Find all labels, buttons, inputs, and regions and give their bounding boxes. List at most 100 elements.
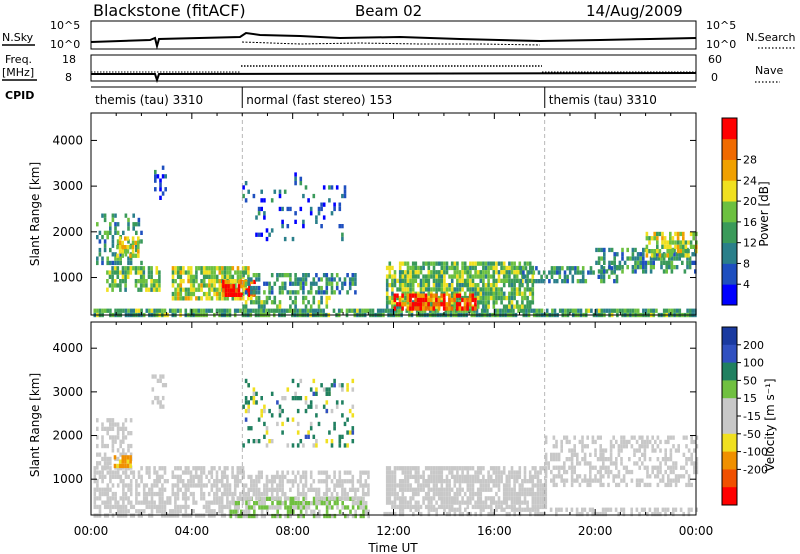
range-cell: [451, 507, 454, 512]
range-cell: [541, 504, 545, 510]
range-cell: [114, 256, 117, 261]
range-cell: [265, 443, 269, 448]
range-cell: [259, 308, 263, 313]
range-cell: [302, 193, 305, 199]
range-cell: [515, 491, 519, 497]
range-cell: [467, 308, 471, 313]
range-cell: [109, 418, 112, 423]
range-cell: [396, 302, 399, 307]
range-cell: [260, 470, 263, 475]
range-cell: [294, 295, 297, 301]
range-cell: [661, 231, 664, 237]
range-cell: [132, 513, 136, 518]
range-cell: [535, 308, 539, 313]
range-cell: [404, 283, 407, 288]
range-cell: [275, 308, 279, 313]
range-cell: [424, 274, 428, 279]
range-cell: [634, 269, 637, 274]
range-cell: [521, 487, 524, 492]
range-cell: [205, 504, 208, 510]
range-cell: [474, 511, 477, 517]
range-cell: [328, 496, 331, 501]
range-cell: [552, 474, 556, 479]
range-cell: [132, 222, 135, 227]
range-cell: [302, 505, 305, 510]
range-cell: [448, 306, 451, 311]
range-cell: [411, 287, 415, 292]
range-cell: [330, 492, 334, 497]
range-cell: [422, 306, 425, 311]
range-cell: [297, 501, 300, 506]
range-cell: [106, 230, 109, 235]
range-cell: [109, 479, 112, 484]
range-cell: [307, 273, 310, 278]
range-cell: [215, 491, 219, 497]
range-cell: [550, 457, 553, 462]
range-cell: [106, 270, 109, 275]
range-cell: [294, 172, 297, 177]
range-cell: [276, 487, 279, 492]
range-cell: [638, 435, 641, 440]
range-cell: [359, 501, 363, 506]
range-cell: [150, 483, 154, 488]
range-cell: [445, 491, 449, 497]
range-cell: [247, 266, 250, 271]
range-cell: [215, 287, 219, 292]
range-cell: [495, 291, 498, 296]
range-cell: [469, 274, 472, 279]
range-cell: [268, 496, 272, 501]
range-cell: [492, 270, 496, 275]
range-cell: [148, 308, 151, 313]
range-cell: [591, 478, 595, 483]
range-cell: [607, 469, 610, 475]
range-cell: [330, 185, 334, 190]
range-cell: [187, 279, 190, 284]
range-cell: [484, 287, 488, 292]
range-cell: [93, 474, 97, 479]
range-cell: [361, 470, 365, 475]
range-cell: [197, 479, 201, 484]
range-cell: [192, 279, 196, 284]
range-cell: [500, 507, 503, 512]
range-cell: [613, 260, 616, 265]
range-cell: [617, 452, 621, 457]
range-cell: [661, 240, 664, 245]
range-cell: [510, 270, 514, 275]
range-cell: [171, 274, 175, 279]
range-cell: [320, 224, 323, 229]
range-cell: [265, 426, 269, 431]
range-cell: [532, 279, 536, 284]
range-cell: [233, 479, 237, 484]
range-cell: [304, 496, 308, 501]
range-cell: [96, 513, 99, 518]
range-cell: [139, 266, 143, 271]
range-cell: [602, 461, 605, 466]
range-cell: [129, 452, 133, 457]
range-cell: [401, 500, 405, 505]
range-cell: [668, 256, 671, 261]
range-cell: [398, 261, 402, 266]
frequency-panel: Freq. [MHz] 18 8 60 0 Nave: [2, 53, 783, 84]
range-cell: [561, 266, 564, 271]
range-cell: [356, 487, 360, 492]
range-cell: [674, 465, 678, 470]
range-cell: [231, 491, 234, 497]
range-cell: [432, 483, 436, 488]
range-cell: [333, 496, 336, 501]
range-cell: [181, 483, 185, 488]
range-cell: [453, 483, 457, 488]
range-cell: [682, 249, 685, 254]
range-cell: [450, 504, 454, 510]
range-cell: [101, 479, 104, 484]
range-cell: [106, 491, 110, 497]
range-cell: [116, 422, 120, 427]
range-cell: [411, 278, 415, 283]
range-cell: [463, 466, 467, 471]
range-cell: [344, 513, 347, 519]
range-cell: [220, 496, 224, 501]
range-cell: [179, 283, 183, 288]
range-cell: [476, 487, 480, 492]
colorbar-tick-label: -100: [743, 446, 768, 459]
range-cell: [354, 501, 357, 506]
range-cell: [458, 278, 462, 283]
